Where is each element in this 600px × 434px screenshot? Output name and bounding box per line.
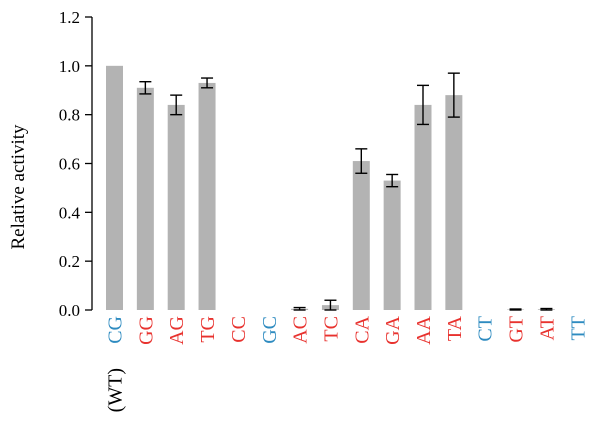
bar xyxy=(352,161,370,310)
error-bars xyxy=(139,72,553,311)
bar xyxy=(383,180,401,310)
x-tick-label: GG xyxy=(135,316,157,345)
x-tick-label: CT xyxy=(475,316,497,342)
y-tick-label: 0.8 xyxy=(59,106,80,125)
x-tick-label: AG xyxy=(166,316,188,345)
error-bar xyxy=(386,173,399,188)
x-tick-label: CG xyxy=(105,316,127,344)
y-tick-label: 0.6 xyxy=(59,155,80,174)
x-tick-label: TG xyxy=(197,316,219,343)
error-bar xyxy=(139,81,152,95)
error-bar xyxy=(447,72,460,118)
bar xyxy=(198,82,216,310)
x-tick-label: GC xyxy=(259,316,281,344)
x-tick-label: TA xyxy=(444,315,466,341)
x-tick-label: AT xyxy=(536,316,558,340)
error-bar xyxy=(324,299,337,311)
y-tick-label: 1.2 xyxy=(59,8,80,27)
error-bar xyxy=(201,77,214,89)
y-tick-label: 0.2 xyxy=(59,252,80,271)
error-bar xyxy=(170,94,183,116)
y-tick-label: 0.4 xyxy=(59,203,81,222)
x-tick-label: AA xyxy=(413,315,435,344)
x-tick-label: GA xyxy=(382,315,404,344)
error-bar xyxy=(355,148,368,174)
bar xyxy=(445,95,463,310)
error-bar xyxy=(540,307,553,311)
y-tick-label: 1.0 xyxy=(59,57,80,76)
error-bar xyxy=(417,84,429,126)
x-tick-label: TT xyxy=(567,316,589,340)
bar xyxy=(167,104,185,311)
x-axis-labels: CG (WT) GG AG TG CC GC AC TC CA GA AA TA CT GT AT TT xyxy=(105,315,590,412)
x-tick-label: CA xyxy=(351,315,373,343)
wt-annotation: (WT) xyxy=(105,368,127,412)
bar xyxy=(136,87,154,310)
error-bar xyxy=(293,306,306,311)
bars xyxy=(106,65,555,311)
x-tick-label: AC xyxy=(290,316,312,344)
y-axis-label: Relative activity xyxy=(8,124,29,250)
bar xyxy=(414,104,432,311)
y-axis: 0.0 0.2 0.4 0.6 0.8 1.0 1.2 xyxy=(59,8,93,320)
x-tick-label: TC xyxy=(320,316,342,342)
x-tick-label: GT xyxy=(506,316,528,343)
error-bar xyxy=(509,308,522,311)
x-tick-label: CC xyxy=(228,316,250,343)
y-tick-label: 0.0 xyxy=(59,301,80,320)
bar xyxy=(106,65,123,310)
